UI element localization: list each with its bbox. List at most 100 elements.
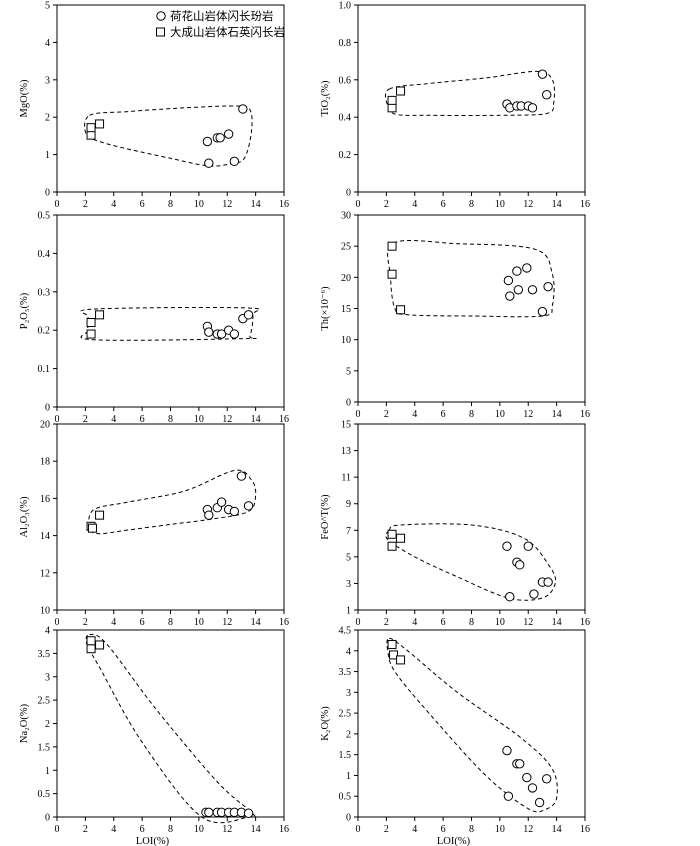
y-tick-label: 3	[45, 75, 50, 86]
x-tick-label: 4	[412, 824, 417, 835]
x-tick-label: 8	[168, 414, 173, 425]
y-tick-label: 0.5	[38, 211, 51, 222]
field-envelope	[385, 523, 557, 601]
data-point-square	[86, 636, 96, 646]
y-axis-label: TiO₂(%)	[320, 80, 331, 116]
y-tick-label: 30	[341, 211, 351, 222]
data-point-square	[86, 318, 96, 328]
x-tick-label: 6	[140, 617, 145, 628]
data-point-circle	[243, 310, 254, 320]
y-tick-label: 1	[346, 606, 351, 617]
x-tick-label: 12	[222, 414, 232, 425]
data-point-square	[387, 269, 397, 279]
data-point-circle	[505, 592, 515, 602]
y-tick-label: 0.3	[38, 287, 51, 298]
x-tick-label: 10	[495, 199, 505, 210]
x-tick-label: 12	[523, 409, 533, 420]
data-point-circle	[543, 281, 553, 292]
data-point-square	[95, 310, 105, 320]
x-tick-label: 2	[83, 617, 88, 628]
data-point-circle	[515, 560, 525, 570]
x-tick-label: 16	[279, 414, 289, 425]
data-point-square	[396, 655, 406, 665]
data-point-circle	[216, 329, 227, 339]
x-tick-label: 14	[552, 824, 562, 835]
x-tick-label: 6	[441, 199, 446, 210]
y-tick-label: 14	[40, 531, 50, 542]
y-tick-label: 0.5	[38, 789, 51, 800]
field-envelope	[387, 239, 555, 318]
x-tick-label: 10	[194, 824, 204, 835]
y-tick-label: 5	[45, 1, 50, 12]
y-tick-label: 18	[40, 457, 50, 468]
x-axis-label: LOI(%)	[136, 836, 170, 846]
y-tick-label: 5	[346, 366, 351, 377]
data-point-circle	[243, 808, 254, 818]
x-tick-label: 0	[55, 199, 60, 210]
data-point-circle	[238, 104, 248, 114]
y-tick-label: 3	[346, 688, 351, 699]
y-tick-label: 1.5	[339, 750, 352, 761]
data-point-circle	[204, 510, 214, 520]
y-tick-label: 9	[346, 499, 351, 510]
data-point-square	[396, 533, 406, 543]
x-tick-label: 12	[523, 617, 533, 628]
x-tick-label: 4	[111, 617, 116, 628]
data-point-circle	[229, 506, 240, 517]
data-point-circle	[229, 156, 240, 167]
x-tick-label: 2	[83, 824, 88, 835]
data-point-circle	[204, 327, 214, 337]
y-tick-label: 0	[45, 813, 50, 824]
data-point-circle	[515, 759, 525, 769]
x-tick-label: 4	[412, 409, 417, 420]
data-point-circle	[522, 263, 532, 273]
data-point-circle	[223, 129, 234, 139]
data-point-square	[86, 130, 96, 140]
data-point-circle	[522, 772, 532, 783]
x-tick-label: 8	[168, 824, 173, 835]
y-tick-label: 1	[346, 771, 351, 782]
data-point-square	[396, 305, 406, 315]
x-tick-label: 2	[384, 617, 389, 628]
data-point-square	[388, 650, 398, 660]
x-tick-label: 8	[469, 199, 474, 210]
data-point-square	[95, 119, 105, 129]
x-tick-label: 10	[495, 824, 505, 835]
x-tick-label: 0	[55, 414, 60, 425]
legend: 荷花山岩体闪长玢岩 大成山岩体石英闪长岩	[156, 9, 285, 39]
y-tick-label: 2	[45, 719, 50, 730]
y-tick-label: 2	[45, 113, 50, 124]
legend-item-circle: 荷花山岩体闪长玢岩	[156, 9, 274, 23]
data-point-square	[95, 640, 105, 650]
x-tick-label: 4	[111, 414, 116, 425]
y-tick-label: 13	[341, 446, 351, 457]
chart-panel-4: 0 5 10 15 20 25 30 0 2 4 6 8 10 12 14 16 Th(×10⁻⁶)	[320, 211, 590, 421]
y-tick-label: 4	[346, 646, 351, 657]
x-tick-label: 16	[279, 824, 289, 835]
y-tick-label: 0	[346, 813, 351, 824]
y-tick-label: 1	[45, 766, 50, 777]
y-tick-label: 16	[40, 494, 50, 505]
x-tick-label: 14	[552, 409, 562, 420]
x-tick-label: 16	[580, 824, 590, 835]
data-point-circle	[202, 136, 213, 147]
x-tick-label: 14	[552, 617, 562, 628]
y-tick-label: 0	[45, 188, 50, 199]
data-point-square	[387, 529, 397, 539]
y-tick-label: 0.2	[339, 150, 352, 161]
plot-frame	[56, 423, 285, 611]
y-tick-label: 1	[45, 150, 50, 161]
data-point-circle	[527, 103, 538, 113]
chart-panel-7: 0 0.5 1 1.5 2 2.5 3 3.5 4 0 2 4 6 8 10 12 14 16 Na₂O(%) LOI…	[19, 626, 289, 846]
y-tick-label: 1.5	[38, 742, 51, 753]
y-tick-label: 25	[341, 242, 351, 253]
x-tick-label: 8	[469, 617, 474, 628]
y-tick-label: 0.2	[38, 326, 51, 337]
x-tick-label: 12	[222, 617, 232, 628]
x-tick-label: 14	[251, 617, 261, 628]
y-axis-label: MgO(%)	[19, 79, 30, 117]
x-tick-label: 2	[384, 824, 389, 835]
x-tick-label: 0	[55, 824, 60, 835]
x-tick-label: 4	[412, 199, 417, 210]
x-tick-label: 16	[580, 199, 590, 210]
